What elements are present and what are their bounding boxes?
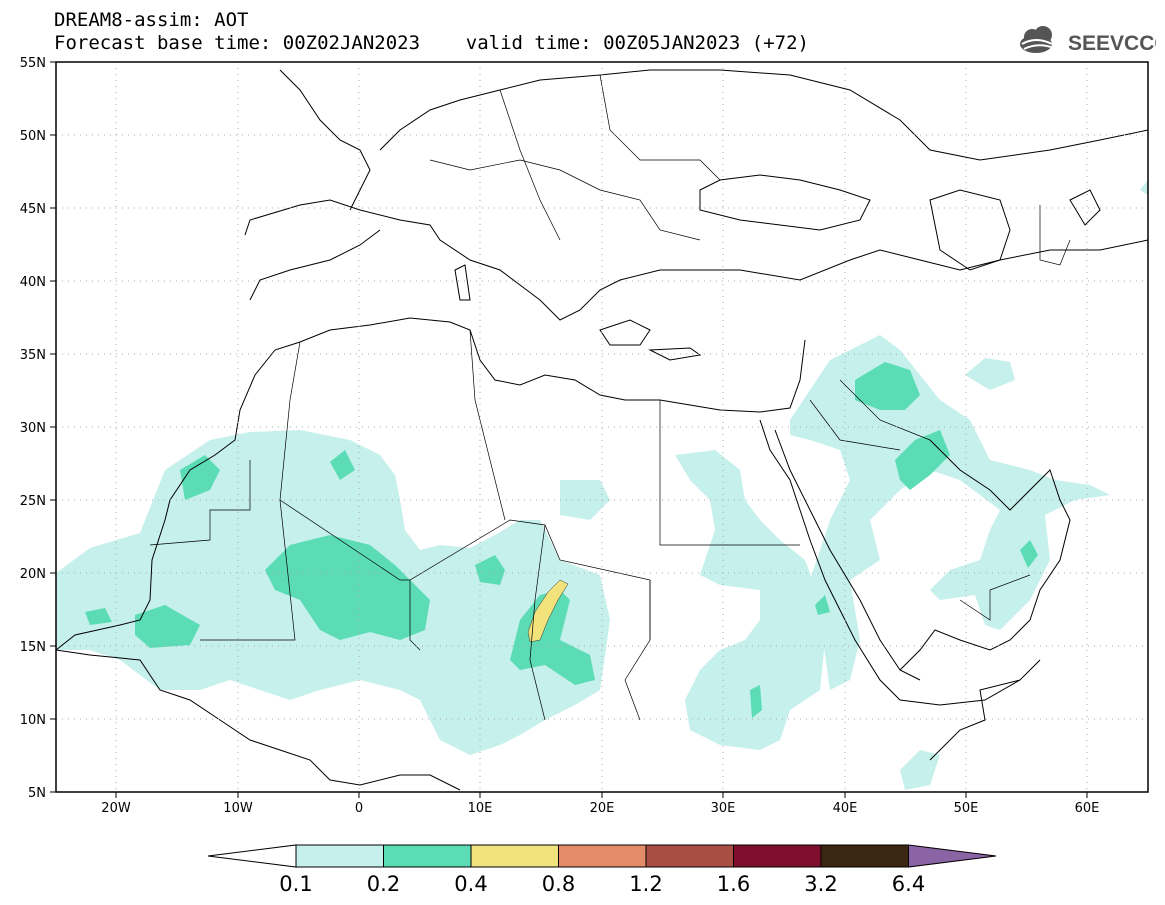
- lat-ticks: [50, 61, 56, 793]
- lat-labels: 55N 50N 45N 40N 35N 30N 25N 20N 15N 10N …: [20, 56, 46, 801]
- colorbar-label: 1.6: [716, 872, 751, 896]
- colorbar-bin: [733, 844, 822, 868]
- lon-label: 40E: [833, 801, 858, 816]
- lon-label: 50E: [954, 801, 979, 816]
- colorbar-bin: [645, 844, 734, 868]
- lon-label: 20W: [101, 801, 131, 816]
- colorbar: [207, 844, 997, 868]
- lat-label: 50N: [20, 129, 46, 144]
- chart-title: DREAM8-assim: AOT: [54, 9, 249, 31]
- lon-label: 0: [355, 801, 363, 816]
- colorbar-bin: [470, 844, 559, 868]
- colorbar-bin: [820, 844, 909, 868]
- coastlines: [55, 69, 1149, 791]
- aot-contour-0-4: [527, 579, 569, 643]
- colorbar-low-arrow: [207, 844, 297, 868]
- colorbar-label: 0.4: [454, 872, 488, 896]
- colorbar-high-arrow: [908, 844, 997, 868]
- colorbar-label: 0.1: [279, 872, 313, 896]
- lon-labels: 20W 10W 0 10E 20E 30E 40E 50E 60E: [101, 801, 1099, 816]
- colorbar-label: 0.2: [366, 872, 401, 896]
- lat-label: 40N: [20, 275, 46, 290]
- lon-label: 20E: [590, 801, 615, 816]
- lat-label: 20N: [20, 567, 46, 582]
- seevccc-logo: SEEVCCC: [1020, 26, 1156, 55]
- colorbar-label: 0.8: [541, 872, 576, 896]
- lat-label: 30N: [20, 421, 46, 436]
- colorbar-label: 3.2: [804, 872, 838, 896]
- lon-label: 10W: [223, 801, 253, 816]
- lat-label: 10N: [20, 713, 46, 728]
- lat-label: 35N: [20, 348, 46, 363]
- colorbar-label: 1.2: [629, 872, 663, 896]
- lon-ticks: [115, 792, 1088, 798]
- colorbar-bin: [558, 844, 647, 868]
- svg-text:SEEVCCC: SEEVCCC: [1068, 32, 1156, 55]
- lon-label: 30E: [711, 801, 736, 816]
- colorbar-bin: [383, 844, 472, 868]
- lon-label: 60E: [1075, 801, 1100, 816]
- lat-label: 25N: [20, 494, 46, 509]
- lat-label: 55N: [20, 56, 46, 71]
- colorbar-bin: [295, 844, 384, 868]
- graticule: [56, 62, 1148, 792]
- aot-contour-0-2: [85, 362, 1038, 718]
- lon-label: 10E: [468, 801, 493, 816]
- lat-label: 5N: [28, 786, 46, 801]
- forecast-time-line: Forecast base time: 00Z02JAN2023 valid t…: [54, 32, 809, 54]
- lat-label: 15N: [20, 640, 46, 655]
- country-borders: [149, 74, 1071, 721]
- colorbar-label: 6.4: [891, 872, 926, 896]
- lat-label: 45N: [20, 202, 46, 217]
